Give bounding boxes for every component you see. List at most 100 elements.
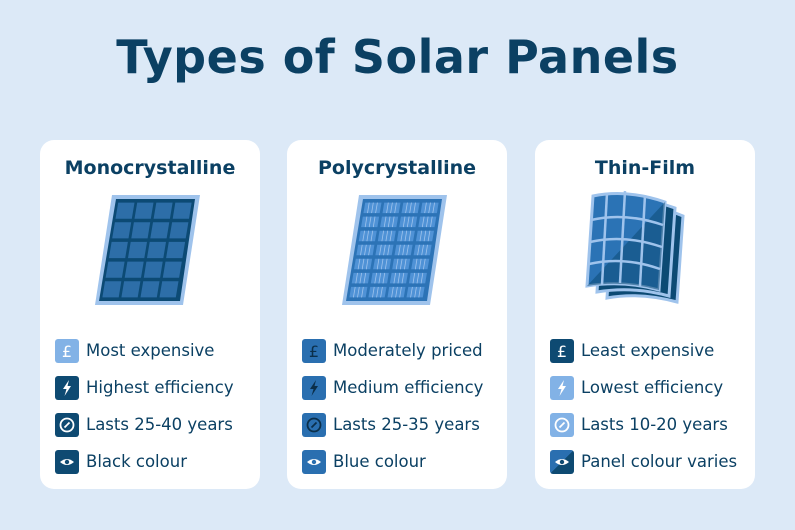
cell-stripe [406, 216, 410, 228]
panel-cell [124, 261, 144, 278]
cell-stripe [361, 258, 365, 270]
cell-stripe [406, 244, 409, 256]
cell-stripe [393, 272, 396, 284]
svg-text:£: £ [309, 342, 319, 361]
feature-text: Blue colour [333, 452, 426, 471]
cell-stripe [404, 230, 408, 242]
cell-stripe [353, 286, 356, 298]
panel-cell [172, 202, 192, 219]
panel-cell [115, 202, 135, 219]
cell-stripe [374, 272, 377, 284]
cell-stripe [383, 216, 387, 228]
cell-stripe [386, 202, 389, 214]
pound-icon: £ [55, 338, 79, 363]
polycrystalline-panel-icon [342, 195, 447, 305]
panel-cell [159, 281, 179, 298]
cell-stripe [368, 216, 372, 228]
panel-cell [147, 241, 166, 259]
panel-cell [105, 261, 125, 278]
cell-stripe [411, 216, 414, 228]
feature-item: Lasts 25-35 years [302, 412, 483, 437]
feature-item: Lowest efficiency [550, 375, 737, 400]
cell-stripe [432, 202, 435, 214]
feature-item: Black colour [55, 449, 234, 474]
feature-item: Medium efficiency [302, 375, 483, 400]
feature-text: Lasts 10-20 years [581, 415, 728, 434]
feature-item: £ Most expensive [55, 338, 234, 363]
cell-stripe [421, 244, 424, 256]
card-title: Thin-Film [594, 157, 696, 179]
cell-stripe [420, 272, 424, 284]
cell-stripe [400, 230, 404, 242]
clock-icon [550, 412, 574, 437]
cell-stripe [378, 272, 382, 284]
cell-stripe [370, 230, 374, 242]
feature-list: £ Least expensive Lowest efficiency Last… [550, 338, 737, 486]
cell-stripe [423, 230, 427, 242]
cell-stripe [412, 272, 416, 284]
cell-stripe [418, 286, 421, 298]
pound-icon: £ [302, 338, 326, 363]
cell-stripe [395, 258, 399, 270]
cell-stripe [414, 258, 418, 270]
cell-stripe [367, 202, 370, 214]
cell-stripe [405, 202, 408, 214]
panel-cell [162, 261, 182, 278]
panel-cell [112, 222, 132, 239]
cell-stripe [355, 272, 358, 284]
cell-stripe [417, 244, 420, 256]
panel-cell [121, 281, 141, 298]
feature-text: Lasts 25-40 years [86, 415, 233, 434]
cell-stripe [375, 202, 378, 214]
panel-cell [140, 281, 160, 298]
cell-stripe [397, 272, 401, 284]
feature-text: Medium efficiency [333, 378, 484, 397]
cell-stripe [379, 244, 382, 256]
panel-cell [134, 202, 154, 219]
cell-stripe [414, 286, 417, 298]
cell-stripe [364, 216, 368, 228]
cell-stripe [425, 244, 428, 256]
feature-text: Highest efficiency [86, 378, 234, 397]
cell-stripe [372, 286, 375, 298]
feature-item: Highest efficiency [55, 375, 234, 400]
feature-list: £ Moderately priced Medium efficiency La… [302, 338, 483, 486]
cell-stripe [387, 216, 391, 228]
cell-stripe [419, 258, 422, 270]
cell-stripe [427, 230, 431, 242]
card-polycrystalline: Polycrystalline £ Moderately priced Medi… [287, 140, 507, 489]
card-title: Polycrystalline [317, 157, 477, 179]
monocrystalline-panel-icon [95, 195, 200, 305]
feature-text: Moderately priced [333, 341, 483, 360]
clock-icon [302, 412, 326, 437]
cell-stripe [408, 230, 412, 242]
feature-text: Lasts 25-35 years [333, 415, 480, 434]
cell-stripe [428, 202, 431, 214]
feature-item: Lasts 25-40 years [55, 412, 234, 437]
cell-stripe [424, 202, 427, 214]
cell-stripe [401, 272, 405, 284]
cell-stripe [413, 202, 416, 214]
cell-stripe [363, 272, 367, 284]
card-title: Monocrystalline [64, 157, 236, 179]
cell-stripe [384, 258, 388, 270]
svg-text:£: £ [62, 342, 72, 361]
panel-cell [166, 241, 186, 259]
panel-cell [150, 222, 170, 239]
cell-stripe [402, 216, 406, 228]
cell-stripe [376, 258, 380, 270]
cell-stripe [376, 286, 379, 298]
feature-text: Lowest efficiency [581, 378, 724, 397]
cell-stripe [399, 286, 402, 298]
feature-text: Panel colour varies [581, 452, 738, 471]
feature-text: Least expensive [581, 341, 715, 360]
cell-stripe [399, 258, 403, 270]
panel-cell [143, 261, 163, 278]
page-title: Types of Solar Panels [116, 30, 679, 84]
cell-stripe [387, 244, 390, 256]
panel-cell [153, 202, 173, 219]
cell-stripe [402, 244, 405, 256]
cell-stripe [371, 202, 374, 214]
svg-text:£: £ [557, 342, 567, 361]
pound-icon: £ [550, 338, 574, 363]
